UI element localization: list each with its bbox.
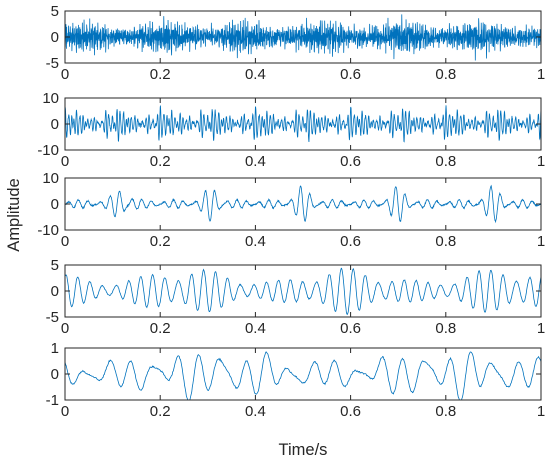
x-tick-label: 0.4: [245, 320, 266, 337]
y-tick-label: -5: [46, 55, 59, 72]
x-tick-label: 0.6: [340, 320, 361, 337]
y-tick-label: 10: [42, 90, 59, 107]
x-tick-label: 0.8: [435, 66, 456, 83]
x-tick-label: 1: [537, 233, 545, 250]
x-tick-label: 0: [61, 233, 69, 250]
y-tick-label: 0: [51, 366, 59, 383]
x-tick-label: 0.4: [245, 403, 266, 420]
x-tick-label: 0.8: [435, 153, 456, 170]
y-axis-title: Amplitude: [5, 178, 23, 251]
axes-box: [64, 347, 542, 401]
subplot-5: 0 0.2 0.4 0.6 0.8 110-1: [46, 340, 546, 420]
y-tick-label: 5: [51, 3, 59, 20]
x-tick-label: 0.6: [340, 403, 361, 420]
y-tick-label: -10: [37, 142, 59, 159]
x-tick-label: 0.4: [245, 66, 266, 83]
y-tick-label: 0: [51, 29, 59, 46]
x-tick-label: 0.8: [435, 233, 456, 250]
x-tick-label: 0.6: [340, 233, 361, 250]
x-tick-label: 0: [61, 66, 69, 83]
x-tick-label: 1: [537, 320, 545, 337]
x-tick-label: 0.4: [245, 153, 266, 170]
series-line-5-1: [65, 351, 541, 400]
x-tick-label: 0.8: [435, 320, 456, 337]
x-tick-label: 0.2: [150, 66, 171, 83]
series-line-1-1: [65, 14, 541, 61]
x-tick-label: 1: [537, 66, 545, 83]
x-tick-label: 0: [61, 153, 69, 170]
x-axis-title: Time/s: [279, 441, 328, 459]
series-line-2-1: [65, 105, 541, 143]
y-tick-label: 0: [51, 116, 59, 133]
subplot-1: 0 0.2 0.4 0.6 0.8 150-5: [46, 3, 546, 83]
x-tick-label: 0.2: [150, 153, 171, 170]
y-tick-label: -10: [37, 222, 59, 239]
x-tick-label: 0.2: [150, 320, 171, 337]
x-tick-label: 0.8: [435, 403, 456, 420]
subplot-4: 0 0.2 0.4 0.6 0.8 150-5: [46, 257, 546, 337]
y-tick-label: 1: [51, 340, 59, 357]
y-tick-label: 10: [42, 170, 59, 187]
x-tick-label: 0.6: [340, 66, 361, 83]
axes-box: [64, 264, 542, 318]
x-tick-label: 0.4: [245, 233, 266, 250]
series-line-4-1: [65, 267, 541, 316]
y-tick-label: -1: [46, 392, 59, 409]
x-tick-label: 0.6: [340, 153, 361, 170]
y-tick-label: -5: [46, 309, 59, 326]
x-tick-label: 0.2: [150, 403, 171, 420]
y-tick-label: 0: [51, 283, 59, 300]
x-tick-label: 1: [537, 403, 545, 420]
series-line-3-1: [65, 184, 541, 224]
x-tick-label: 1: [537, 153, 545, 170]
x-tick-label: 0: [61, 403, 69, 420]
y-tick-label: 0: [51, 196, 59, 213]
x-tick-label: 0.2: [150, 233, 171, 250]
y-tick-label: 5: [51, 257, 59, 274]
x-tick-label: 0: [61, 320, 69, 337]
